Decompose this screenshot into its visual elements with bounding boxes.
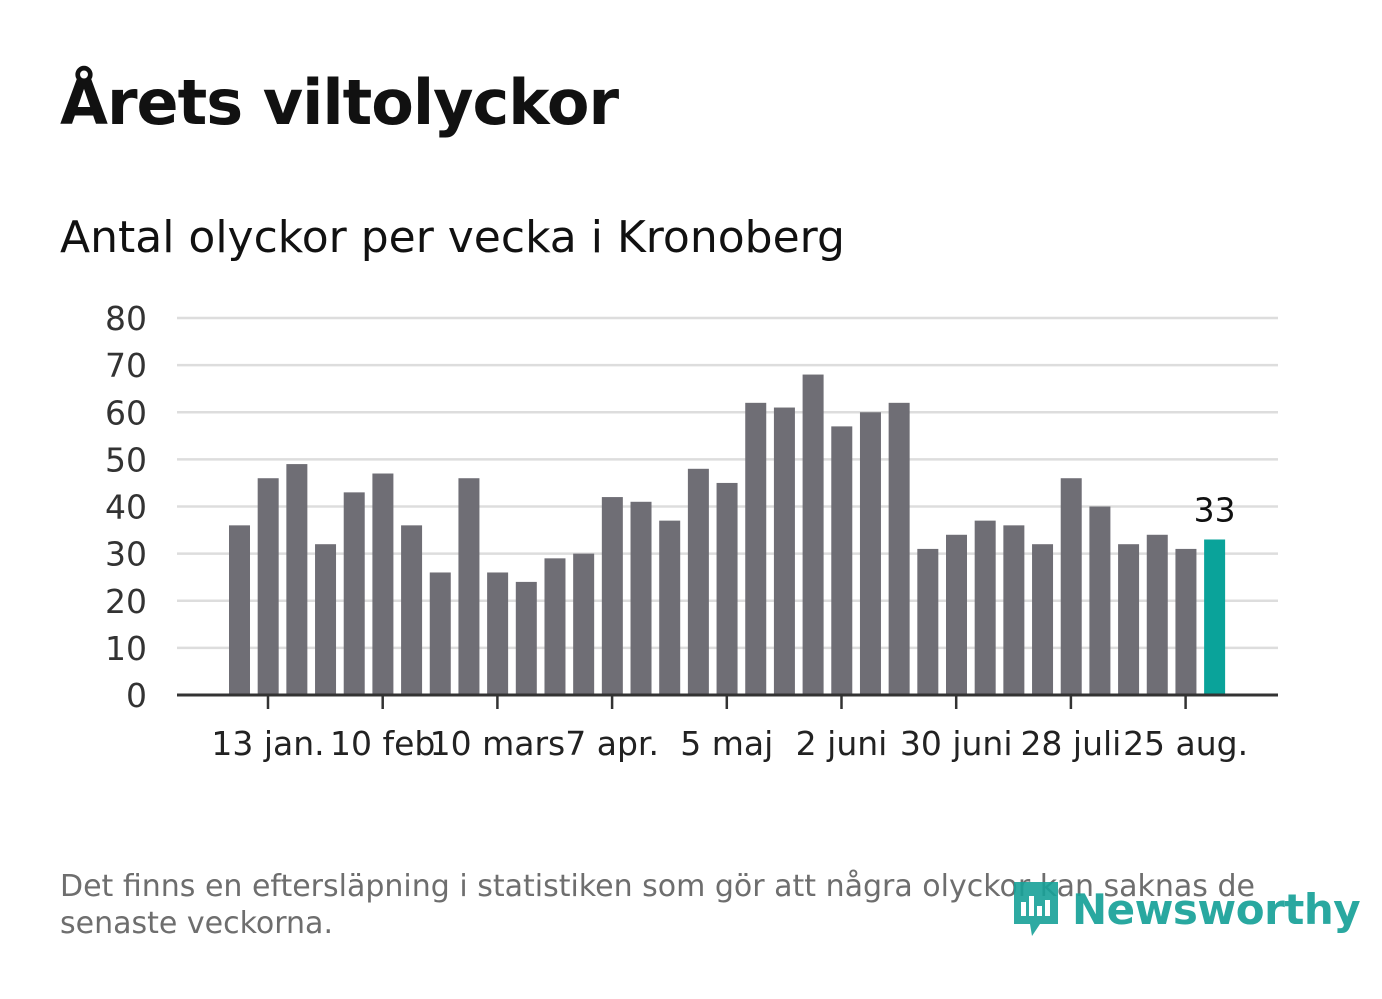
bar: [1175, 548, 1197, 695]
bar: [515, 581, 537, 695]
bar: [630, 501, 652, 695]
bar: [229, 525, 250, 695]
bar: [917, 548, 939, 695]
bar: [401, 525, 423, 695]
bar: [831, 426, 853, 695]
x-tick-label: 2 juni: [796, 724, 888, 763]
bar: [573, 553, 595, 695]
bar: [974, 520, 996, 695]
bar: [946, 534, 967, 695]
y-tick-label: 80: [105, 299, 147, 338]
bar: [487, 572, 509, 695]
y-tick-label: 40: [105, 488, 147, 527]
bar: [687, 468, 709, 695]
bar: [343, 492, 365, 695]
newsworthy-logo-icon: [1014, 882, 1058, 936]
bar: [1003, 525, 1025, 695]
bar-highlighted: [1204, 539, 1226, 695]
y-tick-label: 30: [105, 535, 147, 574]
y-tick-label: 50: [105, 440, 147, 479]
bar: [1032, 544, 1054, 695]
bar: [745, 402, 767, 695]
x-tick-label: 13 jan.: [211, 724, 324, 763]
y-tick-label: 70: [105, 346, 147, 385]
data-label-last: 33: [1194, 490, 1236, 529]
bar: [458, 478, 480, 695]
bar: [429, 572, 451, 695]
x-tick-label: 30 juni: [900, 724, 1013, 763]
x-tick-label: 10 feb: [330, 724, 435, 763]
bar: [1060, 478, 1082, 695]
data-labels: 33: [1194, 490, 1236, 529]
bar: [659, 520, 681, 695]
y-tick-label: 20: [105, 582, 147, 621]
bar: [859, 412, 881, 695]
chart-title: Årets viltolyckor: [60, 66, 619, 139]
x-tick-label: 7 apr.: [565, 724, 659, 763]
x-tick-label: 25 aug.: [1123, 724, 1248, 763]
bar: [802, 374, 824, 695]
x-tick-label: 10 mars: [430, 724, 566, 763]
bar: [315, 544, 337, 695]
bar: [286, 464, 308, 695]
brand-logo: Newsworthy: [1010, 878, 1361, 940]
bar: [888, 402, 910, 695]
chart-subtitle: Antal olyckor per vecka i Kronoberg: [60, 212, 845, 263]
x-tick-label: 28 juli: [1020, 724, 1121, 763]
bar: [716, 482, 738, 695]
bar: [1089, 506, 1111, 695]
bar: [773, 407, 795, 695]
bars: [229, 374, 1226, 695]
y-tick-label: 10: [105, 629, 147, 668]
y-tick-label: 60: [105, 393, 147, 432]
x-tick-label: 5 maj: [680, 724, 773, 763]
bar: [1118, 544, 1140, 695]
bar: [372, 473, 394, 695]
bar: [1146, 534, 1168, 695]
y-tick-label: 0: [126, 676, 147, 715]
y-axis-ticks: 0 10 20 30 40 50 60 70 80: [105, 299, 147, 715]
brand-name: Newsworthy: [1072, 884, 1361, 934]
bar: [601, 497, 623, 695]
bar: [544, 558, 566, 695]
bar: [257, 478, 279, 695]
